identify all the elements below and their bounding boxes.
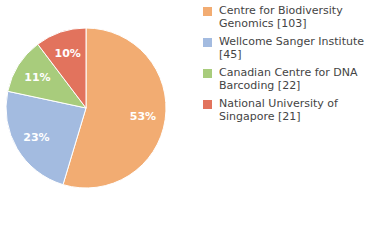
legend-label: Wellcome Sanger Institute [45] [219, 35, 373, 61]
legend-entry: Canadian Centre for DNA Barcoding [22] [203, 66, 373, 92]
legend-swatch [203, 38, 212, 47]
legend-entry: National University of Singapore [21] [203, 97, 373, 123]
slices [6, 28, 166, 188]
data-label: 11% [24, 71, 50, 84]
data-label: 53% [130, 110, 156, 123]
legend-swatch [203, 69, 212, 78]
data-label: 23% [23, 131, 49, 144]
legend-entry: Wellcome Sanger Institute [45] [203, 35, 373, 61]
data-labels: 53% 23% 11% 10% [23, 47, 156, 144]
legend-swatch [203, 100, 212, 109]
data-label: 10% [54, 47, 80, 60]
legend-swatch [203, 7, 212, 16]
legend-entry: Centre for Biodiversity Genomics [103] [203, 4, 373, 30]
slice [38, 28, 86, 108]
legend-label: Canadian Centre for DNA Barcoding [22] [219, 66, 373, 92]
legend: Centre for Biodiversity Genomics [103] We… [203, 4, 373, 128]
legend-label: Centre for Biodiversity Genomics [103] [219, 4, 373, 30]
legend-label: National University of Singapore [21] [219, 97, 373, 123]
